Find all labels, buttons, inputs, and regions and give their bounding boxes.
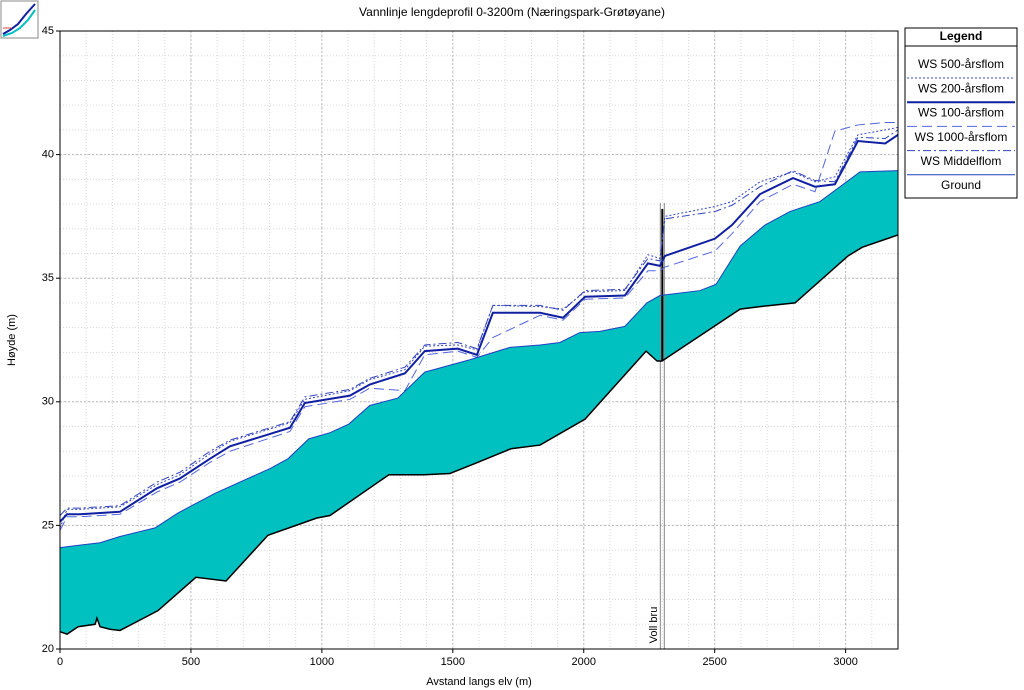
plot-layer: Voll bru (59, 30, 899, 650)
chart-title: Vannlinje lengdeprofil 0-3200m (Næringsp… (359, 5, 665, 19)
x-tick-label: 1000 (310, 656, 334, 668)
x-tick-label: 3000 (833, 656, 857, 668)
y-tick-label: 40 (42, 149, 54, 161)
legend-box (904, 27, 1018, 199)
x-tick-label: 2500 (702, 656, 726, 668)
x-tick-label: 500 (182, 656, 200, 668)
legend-label: WS 500-årsflom (918, 57, 1004, 71)
thumbnail (0, 0, 39, 39)
y-tick-label: 25 (42, 519, 54, 531)
series-line (59, 126, 899, 529)
plot-frame (59, 30, 899, 650)
x-axis-label: Avstand langs elv (m) (426, 676, 532, 688)
series-line (59, 129, 899, 516)
series-line (59, 170, 899, 549)
x-tick-label: 2000 (572, 656, 596, 668)
legend-label: WS 100-årsflom (918, 106, 1004, 120)
series-line (59, 133, 899, 523)
y-tick-label: 30 (42, 396, 54, 408)
y-tick-label: 35 (42, 272, 54, 284)
y-tick-label: 45 (42, 25, 54, 37)
legend-title: Legend (940, 29, 983, 43)
x-tick-label: 0 (57, 656, 63, 668)
legend-label: WS 1000-årsflom (915, 130, 1008, 144)
series-line (59, 234, 899, 636)
x-tick-label: 1500 (441, 656, 465, 668)
legend-label: WS Middelflom (921, 154, 1002, 168)
y-axis-label: Høyde (m) (6, 314, 18, 366)
series-line (59, 121, 898, 531)
bridge-label: Voll bru (648, 607, 660, 644)
legend-label: WS 200-årsflom (918, 81, 1004, 95)
legend-label: Ground (941, 178, 981, 192)
y-tick-label: 20 (42, 643, 54, 655)
water-area (60, 170, 898, 635)
